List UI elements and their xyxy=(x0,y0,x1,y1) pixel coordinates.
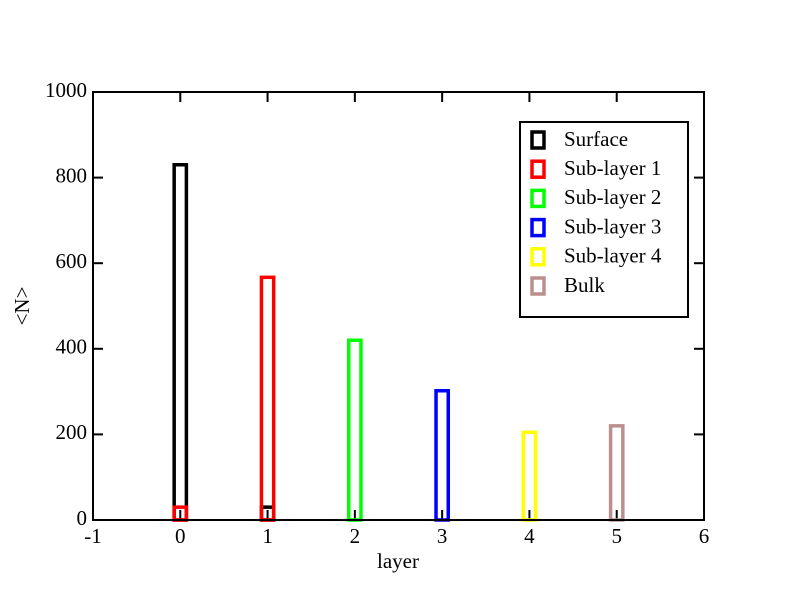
legend-label: Surface xyxy=(564,127,628,151)
legend-label: Bulk xyxy=(564,273,605,297)
y-axis-label: <N> xyxy=(10,287,34,326)
x-tick-label: 2 xyxy=(350,524,361,548)
x-tick-label: 0 xyxy=(175,524,186,548)
legend-swatch xyxy=(530,130,546,150)
x-tick-label: 1 xyxy=(262,524,273,548)
bar xyxy=(521,430,538,522)
legend-label: Sub-layer 1 xyxy=(564,156,661,180)
y-tick-label: 1000 xyxy=(45,78,87,102)
legend-swatch xyxy=(530,276,546,296)
bar xyxy=(259,275,276,522)
y-tick-label: 800 xyxy=(56,163,88,187)
x-tick-label: 4 xyxy=(524,524,535,548)
x-tick-label: 3 xyxy=(437,524,448,548)
bar xyxy=(608,424,625,522)
bar xyxy=(172,163,189,522)
y-tick-label: 200 xyxy=(56,420,88,444)
bar xyxy=(434,388,451,522)
legend-label: Sub-layer 4 xyxy=(564,244,662,268)
legend-swatch xyxy=(530,159,546,179)
y-tick-label: 0 xyxy=(77,506,88,530)
x-tick-label: 6 xyxy=(699,524,710,548)
legend-label: Sub-layer 2 xyxy=(564,185,661,209)
x-tick-label: 5 xyxy=(611,524,622,548)
y-tick-label: 600 xyxy=(56,249,88,273)
bar xyxy=(346,338,363,522)
legend-swatch xyxy=(530,217,546,238)
x-axis-label: layer xyxy=(377,549,419,573)
legend-swatch xyxy=(530,247,546,267)
x-tick-label: -1 xyxy=(84,524,102,548)
legend-box xyxy=(519,121,689,318)
legend-label: Sub-layer 3 xyxy=(564,214,661,238)
plot-frame xyxy=(92,91,705,521)
legend-swatch xyxy=(530,188,546,209)
y-tick-label: 400 xyxy=(56,335,88,359)
